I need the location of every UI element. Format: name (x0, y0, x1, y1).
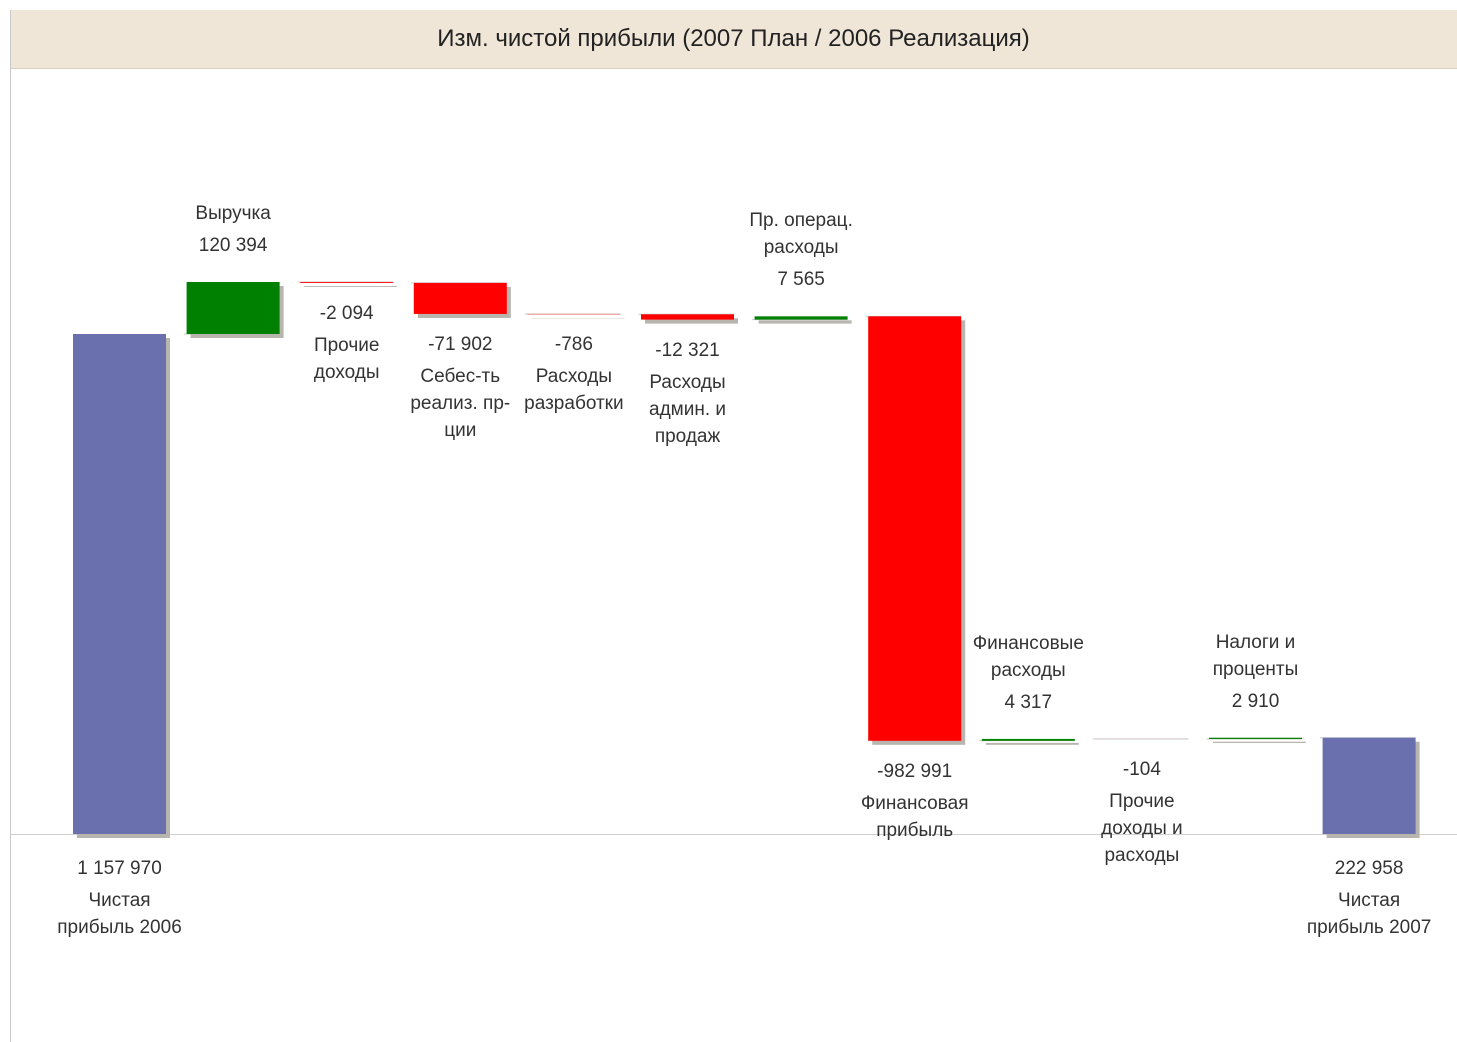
frame-line (10, 10, 11, 1042)
category-label: Финансовые расходы (972, 632, 1084, 681)
bar-shadow (985, 742, 1079, 745)
value-label: 120 394 (198, 235, 268, 256)
value-label: -786 (554, 334, 593, 356)
bar-label: Выручка 120 394 (168, 200, 298, 264)
bar-shadow (1213, 741, 1306, 743)
value-label: -2 094 (319, 302, 374, 324)
bar-label: -2 094 Прочие доходы (282, 295, 412, 386)
bar-label: -12 321 Расходы админ. и продаж (623, 332, 753, 450)
category-label: Расходы админ. и продаж (649, 371, 726, 447)
chart-title: Изм. чистой прибыли (2007 План / 2006 Ре… (10, 10, 1457, 69)
bar-label: 222 958 Чистая прибыль 2007 (1304, 850, 1434, 941)
category-label: Налоги и проценты (1212, 631, 1299, 680)
bar-label: -71 902 Себес-ть реализ. пр-ции (395, 326, 525, 444)
bar-label: Налоги и проценты 2 910 (1191, 629, 1321, 720)
bar-label: -786 Расходы разработки (509, 326, 639, 417)
bar-shadow (758, 320, 852, 324)
value-label: -71 902 (428, 333, 493, 355)
value-label: -12 321 (655, 339, 720, 361)
category-label: Финансовая прибыль (860, 792, 969, 841)
bar (754, 316, 848, 320)
bar-label: Пр. операц. расходы 7 565 (736, 207, 866, 298)
bar-label: Финансовые расходы 4 317 (963, 630, 1093, 721)
category-label: Пр. операц. расходы (749, 210, 853, 259)
bar (413, 282, 507, 314)
bar (868, 316, 962, 741)
bar-label: -982 991 Финансовая прибыль (850, 753, 980, 844)
value-label: 2 910 (1231, 690, 1280, 712)
value-label: 222 958 (1334, 858, 1404, 879)
value-label: 4 317 (1004, 691, 1053, 713)
bar-label: 1 157 970 Чистая прибыль 2006 (55, 850, 185, 941)
bar (1322, 737, 1416, 834)
value-label: 7 565 (777, 269, 825, 291)
category-label: Прочие доходы и расходы (1101, 790, 1183, 866)
category-label: Выручка (195, 203, 271, 224)
bar (641, 314, 734, 320)
bar-shadow (645, 318, 738, 324)
value-label: 1 157 970 (77, 858, 162, 879)
bar (981, 738, 1075, 741)
value-label: -104 (1122, 758, 1161, 780)
bar (73, 333, 166, 834)
category-label: Чистая прибыль 2007 (1306, 890, 1432, 938)
value-label: -982 991 (877, 760, 953, 782)
category-label: Чистая прибыль 2006 (57, 890, 182, 938)
bar (300, 282, 394, 283)
category-label: Расходы разработки (524, 366, 624, 415)
bar (1209, 737, 1302, 739)
bar (186, 282, 280, 334)
bar-shadow (304, 286, 398, 287)
bar-label: -104 Прочие доходы и расходы (1077, 751, 1207, 869)
category-label: Прочие доходы (313, 334, 380, 383)
category-label: Себес-ть реализ. пр-ции (410, 365, 511, 441)
